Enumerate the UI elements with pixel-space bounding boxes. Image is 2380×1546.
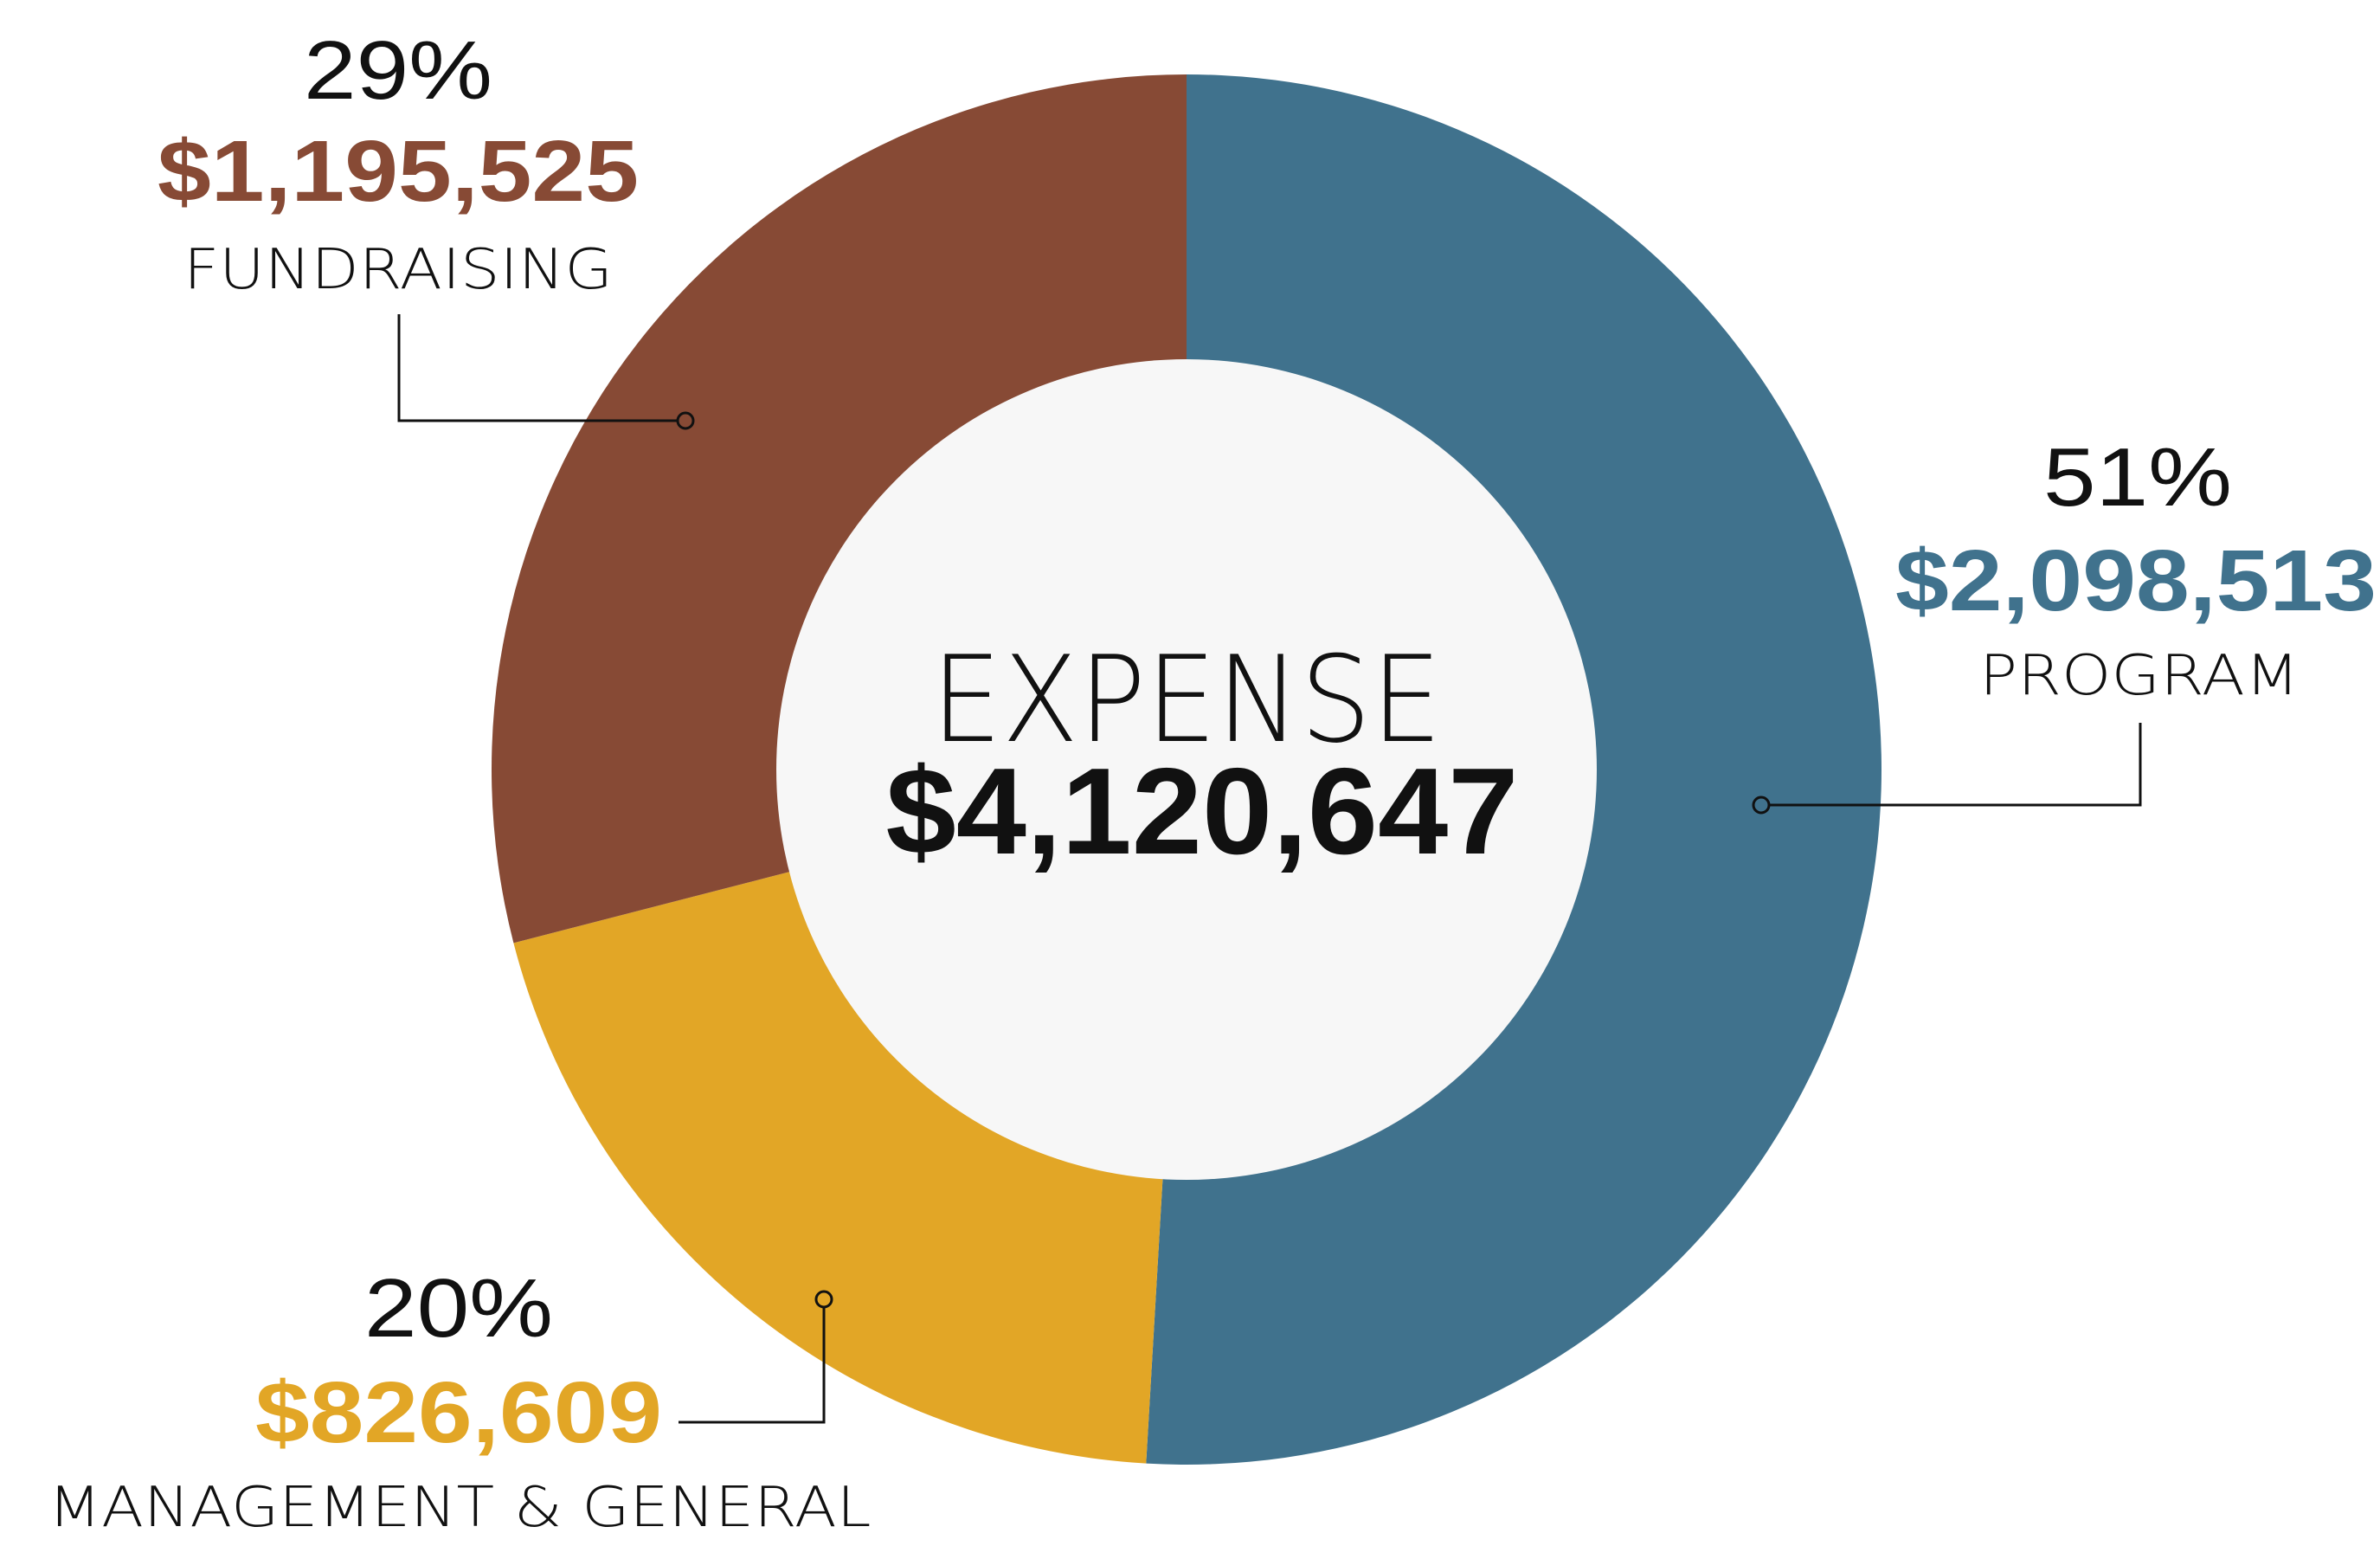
program-name: PROGRAM <box>1979 644 2300 708</box>
fundraising-leader-line <box>397 314 678 422</box>
donut-center <box>776 359 1597 1180</box>
management-amount: $826,609 <box>255 1364 662 1461</box>
program-leader-dot <box>1752 796 1771 815</box>
management-leader-line <box>679 1307 826 1424</box>
fundraising-name: FUNDRAISING <box>183 238 613 302</box>
center-title: EXPENSE <box>931 630 1442 770</box>
label-program: 51% $2,098,513 PROGRAM <box>1752 431 2377 815</box>
management-name: MANAGEMENT & GENERAL <box>48 1476 872 1540</box>
fundraising-percent: 29% <box>304 24 492 117</box>
label-management-general: 20% $826,609 MANAGEMENT & GENERAL <box>48 1262 872 1540</box>
program-percent: 51% <box>2043 431 2232 524</box>
fundraising-amount: $1,195,525 <box>158 123 639 220</box>
label-fundraising: 29% $1,195,525 FUNDRAISING <box>158 24 695 430</box>
program-amount: $2,098,513 <box>1895 532 2377 629</box>
management-percent: 20% <box>364 1262 553 1355</box>
fundraising-leader-dot <box>676 411 695 430</box>
management-leader-dot <box>814 1290 833 1309</box>
program-leader-line <box>1769 723 2142 807</box>
center-total: $4,120,647 <box>886 743 1519 880</box>
